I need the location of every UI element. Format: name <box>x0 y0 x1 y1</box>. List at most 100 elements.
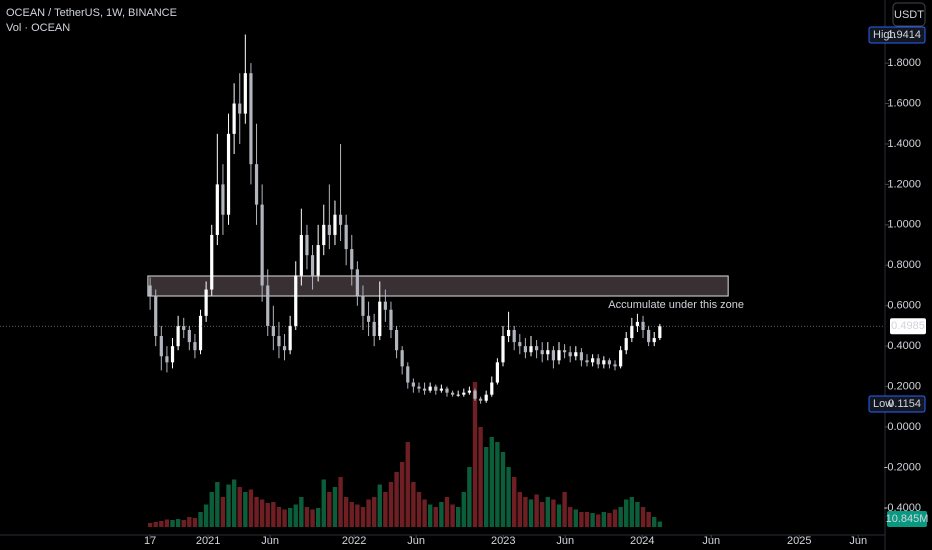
candle-body <box>361 295 365 316</box>
last-price-label: 0.4985 <box>891 320 925 332</box>
last-price-box <box>890 318 926 335</box>
volume-bar <box>405 442 410 527</box>
volume-bar <box>455 507 461 527</box>
candle-body <box>394 329 399 351</box>
candle-body <box>294 275 298 326</box>
volume-bar <box>640 507 646 527</box>
low-value: 0.1154 <box>888 398 921 410</box>
volume-bar <box>349 502 354 527</box>
candle-body <box>344 224 348 250</box>
candle-body <box>624 338 628 351</box>
volume-bar <box>377 484 382 527</box>
y-tick-label: 0.6000 <box>887 300 921 312</box>
volume-bar <box>327 492 332 527</box>
candle-body <box>546 350 550 355</box>
volume-bar <box>579 512 584 527</box>
candle-body <box>406 366 410 383</box>
candle-body <box>434 386 438 391</box>
candle-body <box>170 346 175 363</box>
candle-body <box>523 346 527 353</box>
volume-bar <box>153 522 158 527</box>
currency-label: USDT <box>894 9 924 21</box>
volume-bar <box>321 479 326 527</box>
candle-body <box>310 255 315 276</box>
volume-bar <box>394 472 399 527</box>
volume-bar <box>293 504 298 527</box>
candle-body <box>282 346 287 351</box>
candle-body <box>333 214 337 235</box>
candle-body <box>647 329 651 343</box>
x-tick-label: 2025 <box>787 535 811 547</box>
volume-bar <box>147 523 153 527</box>
volume-bar <box>573 509 579 527</box>
y-tick-label: 0.8000 <box>887 259 921 271</box>
volume-bar <box>590 513 595 527</box>
volume-bar <box>500 452 506 527</box>
candle-body <box>512 329 516 343</box>
volume-bar <box>360 507 366 527</box>
volume-bar <box>220 497 226 527</box>
candle-body <box>165 356 169 363</box>
volume-bar <box>629 497 635 527</box>
volume-label-box <box>887 511 927 527</box>
candle-body <box>557 350 561 361</box>
candle-body <box>501 336 505 363</box>
candle-body <box>266 285 270 326</box>
volume-bar <box>439 502 444 527</box>
candle-body <box>495 362 499 383</box>
candle-body <box>378 301 382 337</box>
candle-body <box>445 388 449 393</box>
candle-body <box>630 325 634 339</box>
volume-bar <box>198 512 203 527</box>
candle-body <box>529 346 533 353</box>
candle-body <box>249 73 253 165</box>
candle-body <box>596 358 600 365</box>
candle-body <box>316 245 320 276</box>
x-tick-label: 2022 <box>342 535 366 547</box>
volume-bar <box>383 492 388 527</box>
volume-bar <box>299 497 304 527</box>
volume-bar <box>545 497 551 527</box>
volume-bar <box>259 499 265 527</box>
zone-box <box>147 275 729 297</box>
candle-body <box>574 352 578 357</box>
volume-bar <box>467 467 472 527</box>
currency-button[interactable] <box>892 2 926 27</box>
candle-body <box>518 342 522 347</box>
chart-title: OCEAN / TetherUS, 1W, BINANCE <box>6 7 177 19</box>
x-tick-label: 2023 <box>491 535 515 547</box>
volume-bar <box>472 382 478 527</box>
candle-body <box>456 394 460 396</box>
volume-bar <box>612 509 618 527</box>
x-tick-label: 2021 <box>196 535 220 547</box>
candle-body <box>400 350 404 367</box>
volume-bar <box>226 484 231 527</box>
candle-body <box>277 336 281 347</box>
volume-bar <box>231 479 237 527</box>
volume-bar <box>433 507 438 527</box>
candle-body <box>506 329 511 337</box>
candle-body <box>260 204 264 286</box>
y-tick-label: 0.4000 <box>887 340 921 352</box>
volume-bar <box>164 519 170 527</box>
candle-body <box>322 224 326 246</box>
volume-bar <box>450 504 455 527</box>
volume-bar <box>276 507 282 527</box>
candle-body <box>635 321 640 326</box>
volume-bar <box>366 499 371 527</box>
candle-body <box>658 326 662 339</box>
volume-bar <box>646 512 651 527</box>
x-tick-label: 17 <box>144 535 156 547</box>
volume-bar <box>315 508 321 527</box>
volume-bar <box>528 499 534 527</box>
candle-body <box>288 325 292 351</box>
candle-body <box>591 358 595 363</box>
volume-bar <box>568 507 573 527</box>
candle-body <box>535 346 539 351</box>
candle-body <box>478 398 483 401</box>
volume-bar <box>254 497 259 527</box>
candle-body <box>417 386 421 389</box>
candle-body <box>568 352 572 357</box>
volume-bar <box>506 467 511 527</box>
